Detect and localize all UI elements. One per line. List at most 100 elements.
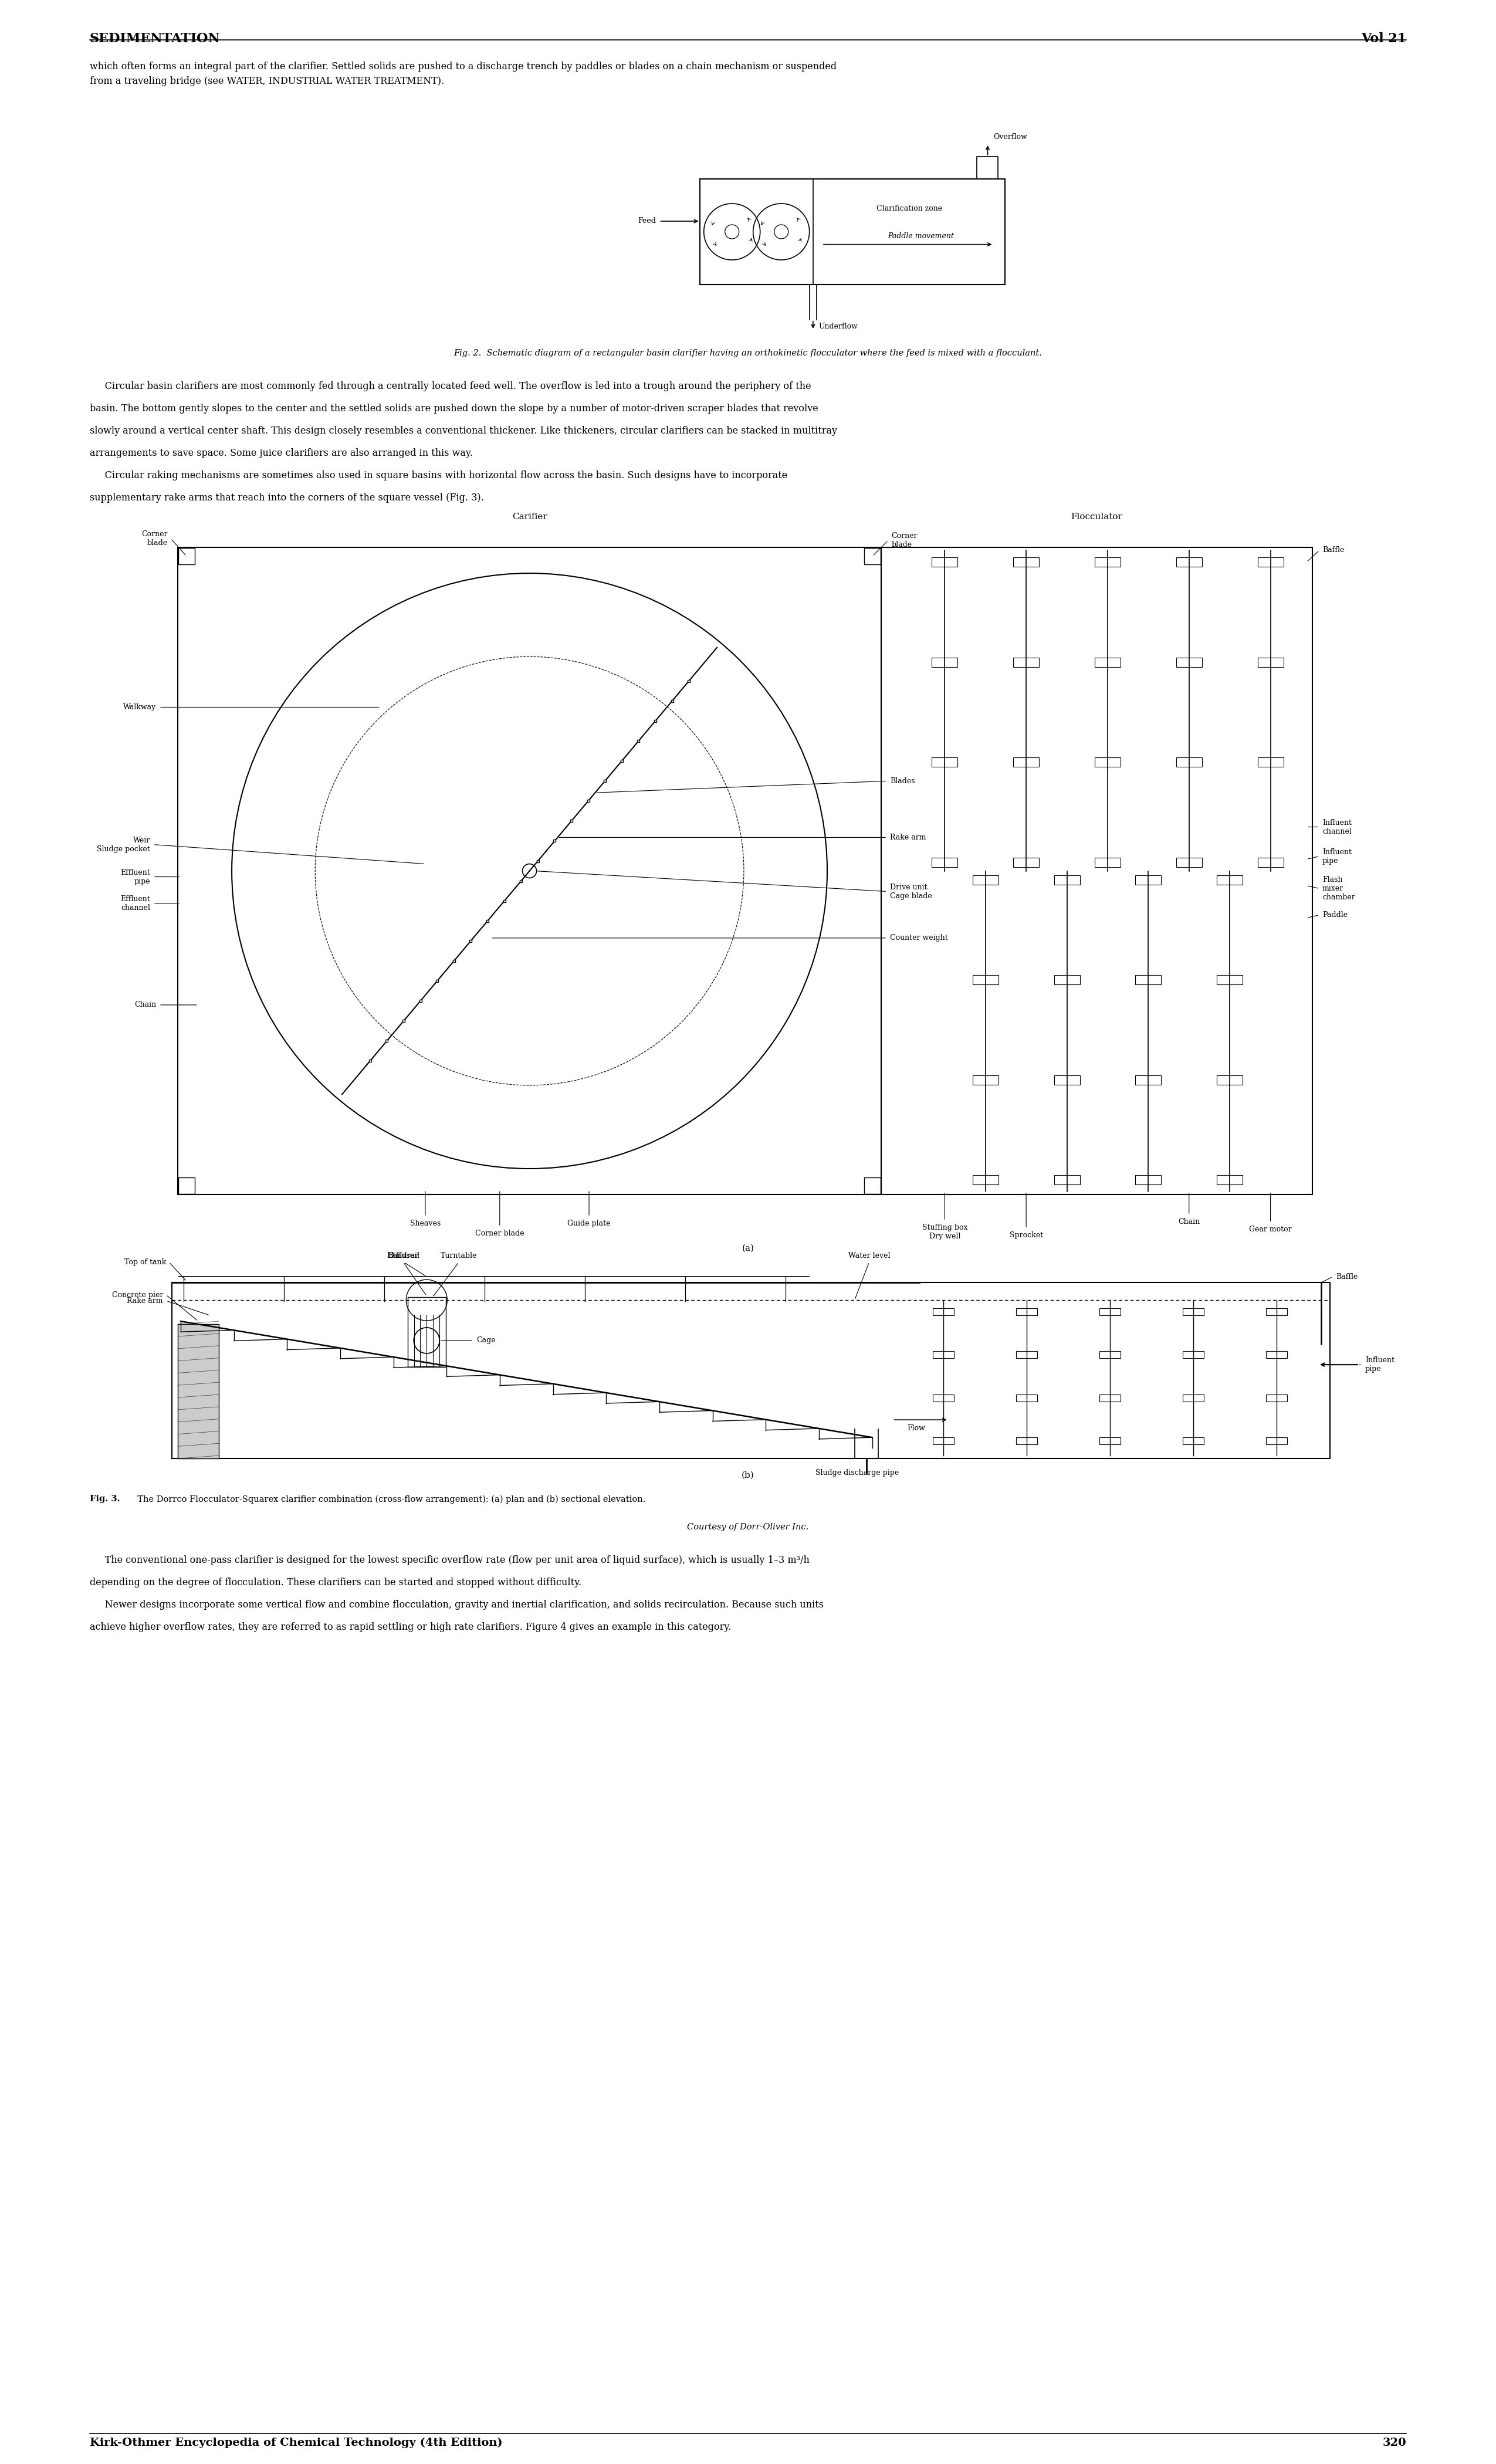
Text: slowly around a vertical center shaft. This design closely resembles a conventio: slowly around a vertical center shaft. T…: [90, 426, 838, 436]
Bar: [1216, 1175, 1243, 1185]
Text: Rake arm: Rake arm: [890, 833, 926, 840]
Bar: [1016, 1308, 1037, 1316]
Text: Corner
blade: Corner blade: [142, 530, 168, 547]
Text: Handrail: Handrail: [387, 1252, 420, 1259]
Bar: [881, 547, 1312, 1195]
Text: Overflow: Overflow: [993, 133, 1028, 140]
Text: Courtesy of Dorr-Oliver Inc.: Courtesy of Dorr-Oliver Inc.: [687, 1523, 809, 1530]
Text: which often forms an integral part of the clarifier. Settled solids are pushed t: which often forms an integral part of th…: [90, 62, 836, 86]
Bar: [1095, 857, 1121, 867]
Text: Influent
channel: Influent channel: [1322, 818, 1352, 835]
Bar: [1095, 658, 1121, 668]
Bar: [1016, 1437, 1037, 1444]
Bar: [972, 1175, 998, 1185]
Text: Vol 21: Vol 21: [1361, 32, 1406, 44]
Bar: [1095, 756, 1121, 766]
Bar: [1258, 658, 1284, 668]
Text: Clarification zone: Clarification zone: [877, 205, 942, 212]
Text: Chain: Chain: [1179, 1217, 1200, 1225]
Bar: [1176, 857, 1201, 867]
Text: Sprocket: Sprocket: [1010, 1232, 1043, 1239]
Text: Top of tank: Top of tank: [124, 1259, 166, 1266]
Bar: [1216, 976, 1243, 986]
Text: Fig. 2.  Schematic diagram of a rectangular basin clarifier having an orthokinet: Fig. 2. Schematic diagram of a rectangul…: [453, 350, 1043, 357]
Text: Effluent
channel: Effluent channel: [120, 894, 150, 912]
Text: Flow: Flow: [907, 1424, 925, 1432]
Bar: [972, 1074, 998, 1084]
Bar: [932, 1350, 954, 1358]
Text: (b): (b): [742, 1471, 754, 1481]
Text: arrangements to save space. Some juice clarifiers are also arranged in this way.: arrangements to save space. Some juice c…: [90, 448, 473, 458]
Text: Underflow: Underflow: [818, 323, 859, 330]
Bar: [407, 1296, 446, 1368]
Text: The conventional one-pass clarifier is designed for the lowest specific overflow: The conventional one-pass clarifier is d…: [90, 1555, 809, 1565]
Text: Kirk-Othmer Encyclopedia of Chemical Technology (4th Edition): Kirk-Othmer Encyclopedia of Chemical Tec…: [90, 2437, 503, 2449]
Text: Fig. 3.: Fig. 3.: [90, 1496, 120, 1503]
Text: Paddle movement: Paddle movement: [887, 232, 954, 239]
Bar: [178, 547, 194, 564]
Bar: [1013, 756, 1040, 766]
Bar: [1135, 1175, 1161, 1185]
Bar: [1266, 1395, 1287, 1402]
Bar: [932, 857, 957, 867]
Bar: [1216, 1074, 1243, 1084]
Text: Influent
pipe: Influent pipe: [1366, 1358, 1394, 1372]
Bar: [1183, 1395, 1204, 1402]
Text: Cage: Cage: [477, 1335, 495, 1345]
Text: Circular basin clarifiers are most commonly fed through a centrally located feed: Circular basin clarifiers are most commo…: [90, 382, 811, 392]
Bar: [977, 158, 998, 180]
Text: Weir
Sludge pocket: Weir Sludge pocket: [97, 835, 150, 853]
Bar: [1100, 1395, 1121, 1402]
Bar: [932, 658, 957, 668]
Text: Concrete pier: Concrete pier: [112, 1291, 163, 1299]
Text: Carifier: Carifier: [512, 513, 548, 520]
Bar: [1176, 557, 1201, 567]
Bar: [1135, 875, 1161, 885]
Bar: [1266, 1308, 1287, 1316]
Bar: [1135, 1074, 1161, 1084]
Text: Flocculator: Flocculator: [1071, 513, 1122, 520]
Bar: [932, 1308, 954, 1316]
Text: The Dorrco Flocculator-Squarex clarifier combination (cross-flow arrangement): (: The Dorrco Flocculator-Squarex clarifier…: [132, 1496, 646, 1503]
Bar: [932, 756, 957, 766]
Text: Sheaves: Sheaves: [410, 1220, 441, 1227]
Bar: [1266, 1437, 1287, 1444]
Bar: [1258, 857, 1284, 867]
Text: Gear motor: Gear motor: [1249, 1225, 1291, 1234]
Text: Guide plate: Guide plate: [567, 1220, 610, 1227]
Bar: [1013, 857, 1040, 867]
Bar: [1016, 1395, 1037, 1402]
Bar: [1100, 1350, 1121, 1358]
Bar: [1013, 557, 1040, 567]
Bar: [1135, 976, 1161, 986]
Bar: [1100, 1437, 1121, 1444]
Bar: [1176, 756, 1201, 766]
Bar: [1183, 1437, 1204, 1444]
Text: Paddle: Paddle: [1322, 912, 1348, 919]
Text: Blades: Blades: [890, 776, 916, 786]
Text: basin. The bottom gently slopes to the center and the settled solids are pushed : basin. The bottom gently slopes to the c…: [90, 404, 818, 414]
Text: Feed: Feed: [639, 217, 657, 224]
Bar: [1258, 756, 1284, 766]
Text: Walkway: Walkway: [123, 702, 156, 712]
Text: Water level: Water level: [848, 1252, 890, 1259]
Text: Circular raking mechanisms are sometimes also used in square basins with horizon: Circular raking mechanisms are sometimes…: [90, 471, 787, 480]
Text: depending on the degree of flocculation. These clarifiers can be started and sto: depending on the degree of flocculation.…: [90, 1577, 582, 1587]
Bar: [932, 1437, 954, 1444]
Bar: [1055, 1175, 1080, 1185]
Bar: [1216, 875, 1243, 885]
Text: Rake arm: Rake arm: [127, 1296, 163, 1303]
Text: Baffle: Baffle: [1322, 547, 1345, 554]
Text: achieve higher overflow rates, they are referred to as rapid settling or high ra: achieve higher overflow rates, they are …: [90, 1621, 732, 1631]
Text: Corner
blade: Corner blade: [892, 532, 917, 549]
Text: (a): (a): [742, 1244, 754, 1252]
Bar: [865, 547, 881, 564]
Text: Diffuser: Diffuser: [387, 1252, 419, 1259]
Bar: [1013, 658, 1040, 668]
Bar: [865, 1178, 881, 1195]
Bar: [932, 557, 957, 567]
Text: Turntable: Turntable: [441, 1252, 477, 1259]
Bar: [700, 180, 1005, 283]
Bar: [1095, 557, 1121, 567]
Bar: [1258, 557, 1284, 567]
